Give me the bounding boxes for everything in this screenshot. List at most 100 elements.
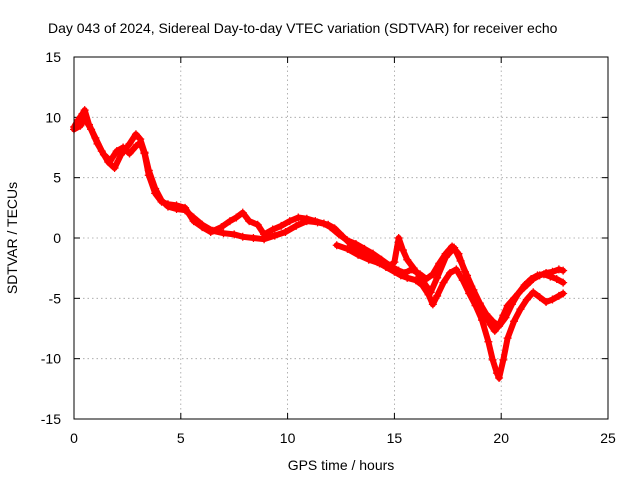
y-tick-label: 0 [53, 230, 61, 246]
data-point [529, 288, 538, 297]
data-point [439, 278, 448, 287]
y-tick-label: 15 [45, 49, 61, 65]
data-point [326, 223, 335, 232]
data-point [369, 249, 378, 258]
data-point [416, 272, 425, 281]
x-tick-label: 10 [280, 430, 296, 446]
data-series [70, 106, 568, 382]
data-point [488, 317, 497, 326]
data-point [225, 217, 234, 226]
data-point [452, 265, 461, 274]
data-point [503, 334, 512, 343]
data-point [433, 273, 442, 282]
data-point [230, 230, 239, 239]
data-point [144, 171, 153, 180]
data-point [533, 271, 542, 280]
data-point [495, 373, 504, 382]
data-point [125, 149, 134, 158]
data-point [527, 275, 536, 284]
data-point [232, 213, 241, 222]
data-point [441, 253, 450, 262]
data-point [422, 282, 431, 291]
data-point [539, 270, 548, 279]
data-point [554, 265, 563, 274]
data-point [552, 275, 561, 284]
data-point [354, 250, 363, 259]
data-point [245, 217, 254, 226]
data-point [450, 243, 459, 252]
data-point [217, 223, 226, 232]
data-point [520, 281, 529, 290]
data-point [343, 236, 352, 245]
x-axis-label: GPS time / hours [288, 457, 395, 473]
data-point [522, 295, 531, 304]
data-point [238, 208, 247, 217]
data-point [110, 164, 119, 173]
data-point [463, 271, 472, 280]
data-point [445, 268, 454, 277]
data-point [136, 138, 145, 147]
data-point [112, 147, 121, 156]
data-point [559, 278, 568, 287]
data-point [80, 106, 89, 115]
tick-labels: 0 5 10 15 20 25 -15 -10 -5 0 5 10 15 [41, 49, 616, 446]
data-point [249, 234, 258, 242]
data-point [311, 217, 320, 226]
data-point [292, 221, 301, 230]
data-point [351, 240, 360, 249]
x-tick-label: 5 [177, 430, 185, 446]
data-point [131, 142, 140, 151]
data-point [334, 230, 343, 239]
data-point [492, 369, 501, 378]
data-point [488, 355, 497, 364]
data-point [151, 189, 160, 198]
x-tick-label: 20 [493, 430, 509, 446]
data-point [281, 227, 290, 236]
data-point [554, 291, 563, 300]
data-point [510, 317, 519, 326]
data-point [294, 213, 303, 222]
data-point [401, 268, 410, 277]
data-point [484, 337, 493, 346]
data-point [535, 293, 544, 302]
series-trace [71, 115, 567, 334]
data-point [364, 255, 373, 264]
data-point [260, 230, 269, 239]
data-point [270, 231, 279, 240]
data-point [268, 225, 277, 234]
x-tick-label: 25 [600, 430, 616, 446]
data-point [140, 149, 149, 158]
data-point [332, 241, 341, 250]
data-point [302, 214, 311, 223]
data-point [99, 150, 108, 159]
data-point [559, 266, 568, 275]
data-point [546, 272, 555, 281]
plot-frame [73, 56, 609, 420]
data-point [119, 143, 128, 152]
data-point [277, 221, 286, 230]
x-tick-label: 0 [70, 430, 78, 446]
data-point [394, 234, 403, 242]
data-point [106, 156, 115, 165]
data-point [507, 300, 516, 309]
data-point [253, 220, 262, 229]
data-point [475, 299, 484, 308]
y-axis-label: SDTVAR / TECUs [4, 182, 20, 294]
data-point [206, 227, 215, 236]
data-point [394, 266, 403, 275]
data-point [482, 310, 491, 319]
data-point [411, 276, 420, 285]
data-point [495, 322, 504, 331]
data-point [390, 258, 399, 267]
data-point [426, 288, 435, 297]
data-point [548, 295, 557, 304]
series-trace [333, 235, 567, 330]
data-point [157, 197, 166, 206]
data-point [386, 261, 395, 270]
data-point [181, 203, 190, 212]
data-point [456, 256, 465, 265]
data-point [559, 289, 568, 298]
data-point [198, 223, 207, 232]
data-point [172, 201, 181, 210]
